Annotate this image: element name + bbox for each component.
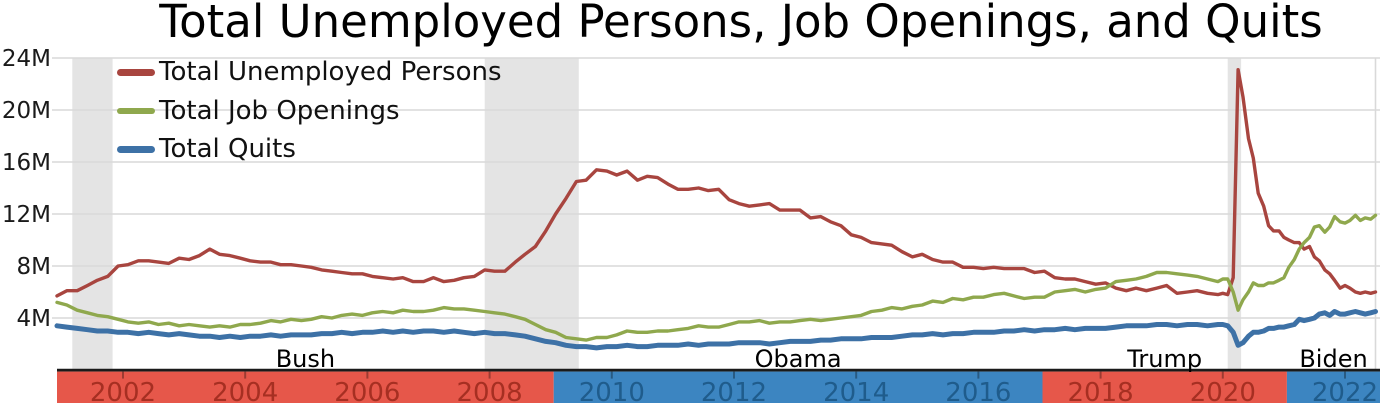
legend-item-total-job-openings: Total Job Openings <box>117 92 502 131</box>
presidency-band-segment-trump <box>1042 371 1287 403</box>
legend-label-total-unemployed-persons: Total Unemployed Persons <box>159 57 502 88</box>
x-tick-label-2014: 2014 <box>823 378 889 403</box>
legend-swatch-total-quits <box>117 146 155 153</box>
x-tick-label-2002: 2002 <box>90 378 156 403</box>
y-tick-label-12M: 12M <box>2 202 51 228</box>
legend-item-total-quits: Total Quits <box>117 130 502 169</box>
y-tick-label-8M: 8M <box>17 254 51 280</box>
y-tick-label-24M: 24M <box>2 46 51 72</box>
x-tick-label-2018: 2018 <box>1068 378 1134 403</box>
series-line-total-quits <box>54 309 1378 351</box>
president-label-biden: Biden <box>1299 345 1367 373</box>
chart-title: Total Unemployed Persons, Job Openings, … <box>159 0 1323 48</box>
legend-label-total-job-openings: Total Job Openings <box>159 95 400 126</box>
series-line-total-job-openings <box>55 213 1378 342</box>
presidency-band-segment-bush <box>57 371 554 403</box>
y-tick-label-16M: 16M <box>2 150 51 176</box>
x-tick-label-2010: 2010 <box>579 378 645 403</box>
presidency-band-segment-obama <box>553 371 1043 403</box>
legend-label-total-quits: Total Quits <box>159 134 296 165</box>
y-tick-label-4M: 4M <box>17 306 51 332</box>
x-tick-label-2012: 2012 <box>701 378 767 403</box>
presidency-band-segment-biden <box>1286 371 1380 403</box>
president-label-obama: Obama <box>755 345 842 373</box>
series-line-total-unemployed-persons <box>55 68 1378 298</box>
x-tick-label-2020: 2020 <box>1190 378 1256 403</box>
x-tick-label-2022: 2022 <box>1312 378 1378 403</box>
legend-item-total-unemployed-persons: Total Unemployed Persons <box>117 53 502 92</box>
x-tick-label-2016: 2016 <box>945 378 1011 403</box>
legend-swatch-total-job-openings <box>117 107 155 114</box>
president-label-bush: Bush <box>276 345 335 373</box>
x-tick-label-2006: 2006 <box>334 378 400 403</box>
x-tick-label-2004: 2004 <box>212 378 278 403</box>
legend-swatch-total-unemployed-persons <box>117 69 155 76</box>
x-tick-label-2008: 2008 <box>457 378 523 403</box>
president-label-trump: Trump <box>1126 345 1202 373</box>
legend: Total Unemployed Persons Total Job Openi… <box>117 53 502 169</box>
y-tick-label-20M: 20M <box>2 98 51 124</box>
